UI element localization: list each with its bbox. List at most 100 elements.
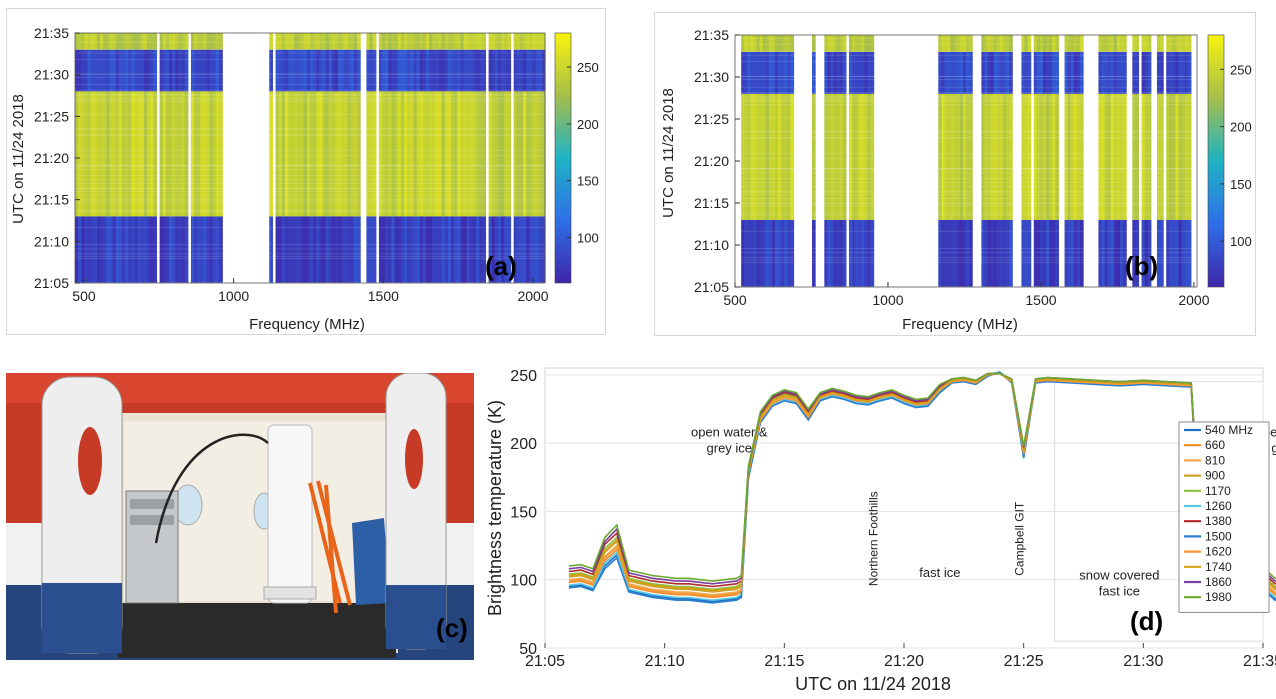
heatmap-cell [319, 91, 324, 217]
heatmap-cell [827, 219, 832, 287]
heatmap-cell [159, 49, 164, 92]
heatmap-cell [1055, 219, 1059, 287]
heatmap-cell [425, 33, 430, 50]
heatmap-cell [313, 49, 317, 92]
heatmap-cell [848, 219, 853, 287]
heatmap-cell [131, 91, 136, 217]
legend-label: 1380 [1205, 514, 1232, 528]
heatmap-cell [993, 51, 998, 94]
heatmap-cell [344, 91, 349, 217]
heatmap-cell [488, 49, 493, 92]
heatmap-cell [519, 49, 524, 92]
heatmap-cell [750, 51, 755, 94]
heatmap-cell [397, 33, 402, 50]
heatmap-cell [1064, 93, 1069, 220]
heatmap-cell [140, 216, 145, 283]
heatmap-cell [488, 91, 493, 217]
heatmap-cell [106, 33, 111, 50]
heatmap-cell [416, 33, 421, 50]
heatmap-cell [507, 49, 512, 92]
heatmap-cell [1036, 35, 1041, 52]
heatmap-cell [84, 216, 89, 283]
heatmap-cell [966, 51, 970, 94]
heatmap-cell [297, 49, 302, 92]
heatmap-cell [322, 216, 327, 283]
heatmap-cell [836, 51, 841, 94]
plot-frame [544, 367, 1264, 649]
heatmap-cell [328, 216, 333, 283]
heatmap-cell [953, 219, 958, 287]
heatmap-cell [319, 33, 324, 50]
heatmap-cell [425, 49, 430, 92]
heatmap-cell [784, 35, 788, 52]
heatmap-cell [981, 35, 986, 52]
heatmap-cell [391, 216, 396, 283]
heatmap-cell [131, 49, 136, 92]
heatmap-cell [310, 33, 314, 50]
heatmap-cell [460, 216, 465, 283]
heatmap-cell [150, 91, 154, 217]
heatmap-cell [1113, 219, 1118, 287]
heatmap-cell [494, 216, 499, 283]
heatmap-cell [950, 35, 955, 52]
heatmap-cell [1064, 51, 1069, 94]
panel-label-d: (d) [1130, 606, 1163, 636]
heatmap-cell [447, 33, 452, 50]
heatmap-cell [1181, 219, 1186, 287]
heatmap-cell [416, 49, 421, 92]
heatmap-cell [956, 93, 961, 220]
heatmap-cell [1141, 93, 1146, 220]
x-tick-label: 2000 [517, 288, 548, 304]
heatmap-cell [833, 51, 838, 94]
heatmap-cell [953, 51, 958, 94]
heatmap-cell [498, 49, 502, 92]
heatmap-cell [824, 93, 828, 220]
heatmap-cell [768, 35, 773, 52]
x-tick-label: 500 [723, 292, 747, 308]
heatmap-cell [147, 91, 151, 217]
heatmap-cell [941, 51, 946, 94]
heatmap-cell [429, 49, 433, 92]
heatmap-cell [1123, 93, 1127, 220]
heatmap-cell [541, 91, 546, 217]
heatmap-cell [852, 219, 856, 287]
heatmap-cell [1104, 219, 1109, 287]
heatmap-cell [184, 33, 189, 50]
heatmap-cell [178, 33, 183, 50]
heatmap-cell [762, 35, 767, 52]
heatmap-cell [169, 33, 173, 50]
heatmap-cell [429, 216, 433, 283]
y-axis-label: UTC on 11/24 2018 [10, 94, 27, 224]
y-tick-label: 250 [510, 368, 537, 385]
heatmap-cell [1021, 219, 1026, 287]
heatmap-cell [867, 51, 872, 94]
heatmap-cell [190, 33, 195, 50]
legend-label: 1620 [1205, 545, 1232, 559]
heatmap-cell [1156, 93, 1161, 220]
heatmap-cell [494, 49, 499, 92]
heatmap-cell [1184, 219, 1189, 287]
heatmap-cell [787, 51, 792, 94]
heatmap-cell [482, 49, 487, 92]
heatmap-cell [1076, 51, 1081, 94]
heatmap-cell [513, 91, 518, 217]
heatmap-cell [830, 93, 835, 220]
heatmap-cell [81, 33, 85, 50]
heatmap-cell [294, 216, 299, 283]
heatmap-cell [962, 93, 967, 220]
heatmap-cell [1184, 35, 1189, 52]
heatmap-cell [96, 49, 101, 92]
heatmap-cell [134, 49, 139, 92]
heatmap-cell [219, 216, 223, 283]
heatmap-cell [1055, 51, 1059, 94]
heatmap-cell [526, 49, 530, 92]
heatmap-cell [357, 33, 361, 50]
colorbar-tick-label: 100 [1230, 234, 1252, 249]
heatmap-cell [824, 35, 828, 52]
heatmap-cell [125, 91, 129, 217]
heatmap-cell [476, 33, 480, 50]
heatmap-cell [744, 51, 748, 94]
y-tick-label: 21:25 [34, 108, 69, 124]
heatmap-cell [999, 93, 1004, 220]
heatmap-cell [861, 93, 865, 220]
